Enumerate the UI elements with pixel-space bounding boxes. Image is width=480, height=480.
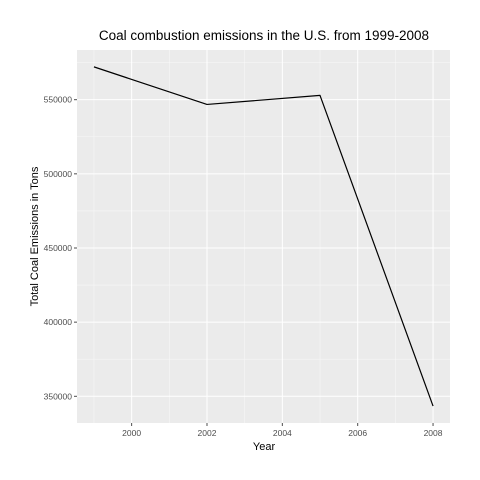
series-layer [93,66,434,407]
y-tick-label: 450000 [44,243,73,253]
x-tick-label: 2008 [424,428,443,438]
major-gridlines [77,50,450,423]
y-axis: 350000 400000 450000 500000 550000 [44,95,77,401]
y-tick-label: 550000 [44,95,73,105]
x-axis: 2000 2002 2004 2006 2008 [122,423,443,438]
plot-panel [77,50,450,423]
x-tick-label: 2000 [122,428,141,438]
x-tick-label: 2002 [198,428,217,438]
x-axis-title: Year [253,441,276,453]
y-axis-title: Total Coal Emissions in Tons [29,166,41,306]
y-tick-label: 400000 [44,317,73,327]
x-tick-label: 2004 [273,428,292,438]
chart-title: Coal combustion emissions in the U.S. fr… [99,28,429,43]
minor-gridlines [77,50,450,423]
x-tick-label: 2006 [348,428,367,438]
y-tick-label: 350000 [44,391,73,401]
y-tick-label: 500000 [44,169,73,179]
series-line [93,66,434,407]
